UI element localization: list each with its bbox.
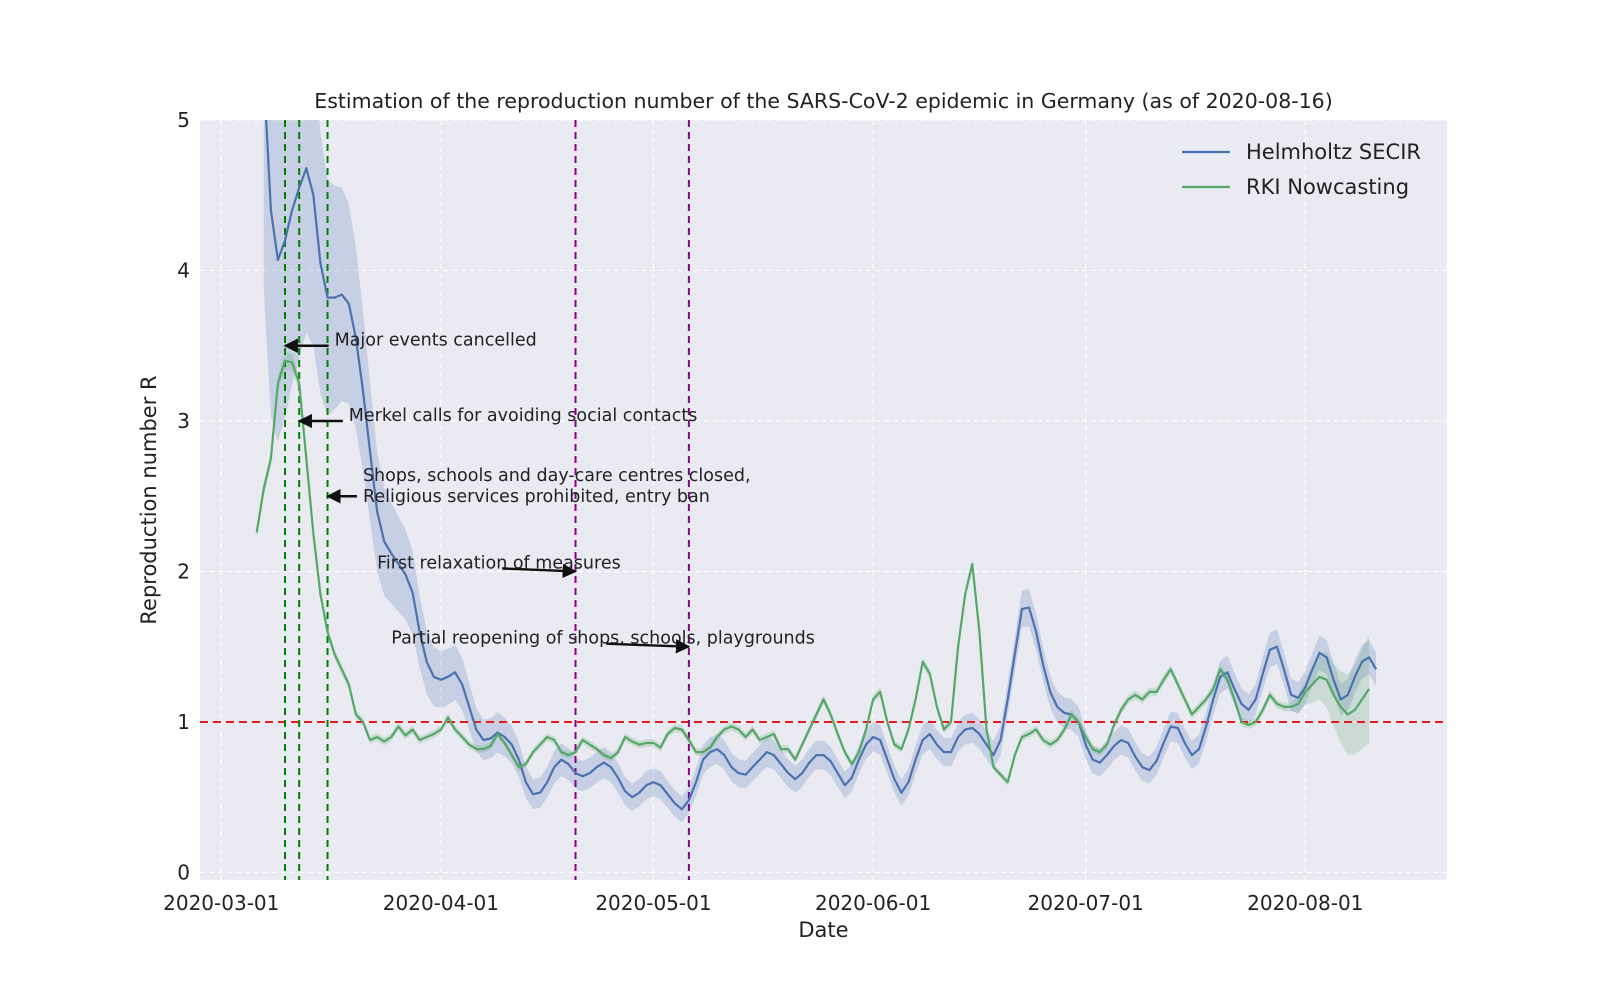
rki-nowcasting-line	[255, 359, 1371, 784]
annotation-arrow	[502, 563, 577, 579]
x-tick-label: 2020-05-01	[595, 891, 711, 915]
annotation-text: Partial reopening of shops, schools, pla…	[391, 629, 815, 649]
x-tick-label: 2020-04-01	[383, 891, 499, 915]
plot-area	[200, 120, 1447, 880]
y-tick-label: 1	[177, 710, 190, 734]
annotation-text: Major events cancelled	[335, 331, 537, 351]
tick-labels: 2020-03-01 2020-04-01 2020-05-01 2020-06-01…	[163, 108, 1363, 915]
x-tick-label: 2020-06-01	[815, 891, 931, 915]
legend-label-rki: RKI Nowcasting	[1246, 175, 1409, 199]
y-tick-label: 0	[177, 860, 190, 884]
legend: Helmholtz SECIR RKI Nowcasting	[1182, 140, 1421, 199]
grid-lines	[200, 119, 1447, 880]
x-tick-label: 2020-08-01	[1247, 891, 1363, 915]
annotation-text: Merkel calls for avoiding social contact…	[349, 406, 698, 426]
x-tick-label: 2020-07-01	[1028, 891, 1144, 915]
measure-lines	[200, 120, 1447, 880]
annotations: Major events cancelled Merkel calls for a…	[283, 331, 815, 654]
legend-label-helmholtz: Helmholtz SECIR	[1246, 140, 1421, 164]
y-tick-label: 3	[177, 409, 190, 433]
series-lines	[255, 120, 1378, 811]
helmholtz-secir-line	[265, 120, 1378, 811]
x-axis-label: Date	[798, 918, 848, 942]
y-tick-label: 2	[177, 559, 190, 583]
chart-title: Estimation of the reproduction number of…	[314, 89, 1332, 113]
annotation-text: Shops, schools and day-care centres clos…	[363, 466, 751, 486]
x-tick-label: 2020-03-01	[163, 891, 279, 915]
annotation-arrow	[606, 639, 691, 654]
y-axis-label: Reproduction number R	[137, 375, 161, 624]
y-tick-label: 5	[177, 108, 190, 132]
annotation-text: Religious services prohibited, entry ban	[363, 487, 710, 507]
annotation-text: First relaxation of measures	[377, 553, 621, 573]
y-tick-label: 4	[177, 258, 190, 282]
